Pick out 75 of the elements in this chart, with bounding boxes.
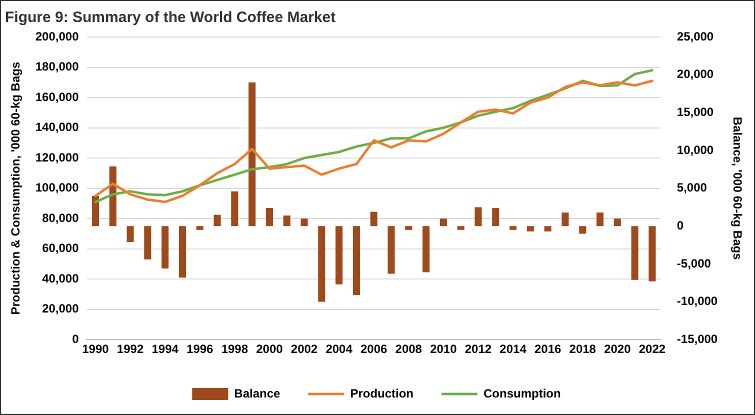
y2-tick-label: 0	[676, 218, 684, 232]
bar	[352, 226, 360, 295]
bar	[457, 226, 464, 230]
bar	[283, 216, 290, 226]
x-tick-label: 2006	[360, 342, 388, 356]
bar	[510, 226, 517, 230]
x-tick-label: 2014	[500, 342, 527, 356]
bar	[248, 82, 256, 226]
bar	[162, 226, 169, 268]
x-tick-label: 1992	[116, 342, 144, 356]
y-axis-title: Production & Consumption, '000 60-kg Bags	[8, 62, 23, 315]
bar	[648, 226, 656, 282]
y-tick-label: 180,000	[35, 60, 80, 74]
y-tick-label: 200,000	[35, 29, 80, 44]
x-tick-label: 1998	[221, 342, 248, 356]
y2-tick-label: 15,000	[676, 104, 714, 119]
y2-tick-label: 20,000	[676, 67, 714, 82]
x-tick-label: 1994	[152, 342, 179, 356]
bar	[214, 214, 221, 226]
bar	[422, 226, 430, 272]
bar	[318, 226, 326, 302]
y-tick-label: 140,000	[35, 120, 80, 134]
bar	[126, 226, 134, 242]
bar	[144, 226, 152, 260]
y2-tick-label: -10,000	[676, 294, 718, 308]
bar	[231, 191, 238, 226]
x-tick-label: 2002	[290, 342, 318, 356]
x-tick-label: 2018	[569, 342, 596, 356]
bar	[579, 226, 586, 234]
bar	[370, 212, 378, 226]
bar	[492, 208, 500, 226]
x-tick-label: 2008	[395, 342, 422, 356]
bar	[178, 226, 186, 278]
bar	[562, 212, 569, 226]
bar	[596, 212, 604, 226]
x-tick-label: 2016	[534, 342, 562, 356]
y-tick-label: 60,000	[42, 241, 80, 256]
legend-label: Balance	[234, 386, 281, 400]
bar	[196, 226, 204, 230]
y-tick-label: 80,000	[42, 210, 80, 225]
x-tick-label: 1990	[82, 342, 110, 356]
y-tick-label: 0	[72, 332, 80, 346]
y2-axis-title: Balance, '000 60-kg Bags	[730, 116, 744, 260]
bar	[614, 218, 621, 226]
bar	[388, 226, 395, 274]
y2-tick-label: -5,000	[676, 256, 712, 270]
x-tick-label: 2012	[464, 342, 492, 356]
y2-tick-label: 10,000	[676, 142, 714, 157]
y-tick-label: 120,000	[35, 150, 80, 164]
bar	[440, 218, 447, 226]
y-tick-label: 40,000	[42, 271, 80, 286]
y-tick-label: 20,000	[42, 302, 80, 316]
x-tick-label: 2004	[326, 342, 353, 356]
x-tick-label: 2010	[430, 342, 458, 356]
bar	[300, 218, 308, 226]
y2-tick-label: 5,000	[676, 180, 708, 195]
x-tick-label: 2000	[256, 342, 284, 356]
bar	[544, 226, 552, 232]
legend-label: Consumption	[484, 386, 561, 400]
y2-tick-label: -15,000	[676, 332, 718, 346]
bar	[405, 226, 412, 230]
bar	[266, 208, 273, 226]
x-tick-label: 2022	[638, 342, 666, 356]
x-tick-label: 1996	[186, 342, 214, 356]
bar	[336, 226, 343, 284]
bar	[526, 226, 534, 232]
bar	[474, 207, 482, 226]
y-tick-label: 160,000	[35, 90, 80, 104]
bar	[631, 226, 638, 280]
legend-label: Production	[350, 386, 414, 400]
x-tick-label: 2020	[604, 342, 632, 356]
bar	[92, 196, 99, 226]
y-tick-label: 100,000	[35, 180, 80, 195]
chart-title: Figure 9: Summary of the World Coffee Market	[5, 9, 336, 26]
y2-tick-label: 25,000	[676, 29, 714, 44]
